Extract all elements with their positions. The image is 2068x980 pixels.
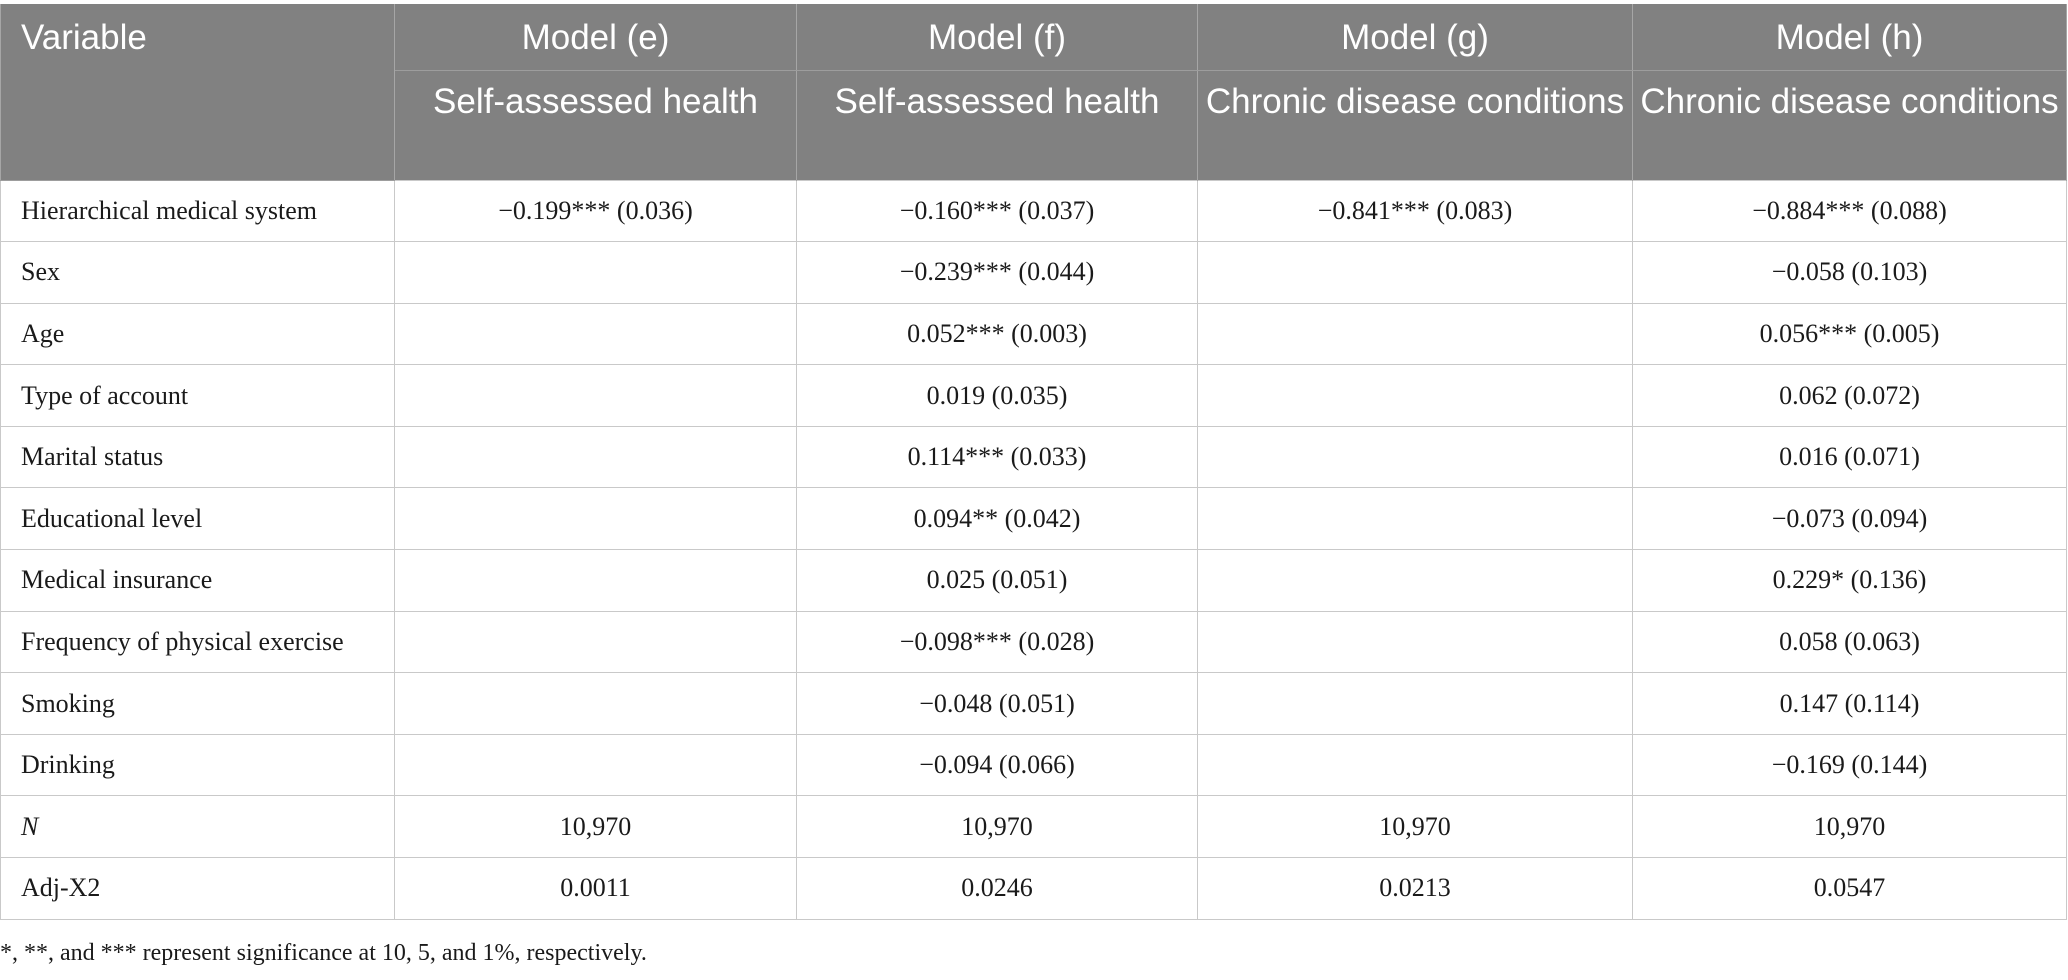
coefficient-cell: 0.025 (0.051) — [796, 549, 1198, 612]
coefficient-cell: −0.199*** (0.036) — [394, 179, 797, 243]
coefficient-cell: 0.016 (0.071) — [1632, 425, 2067, 489]
table-body: Hierarchical medical system −0.199*** (0.… — [0, 179, 2067, 920]
header-variable: Variable — [0, 4, 395, 181]
variable-name-cell: Age — [0, 302, 395, 366]
table-header: Variable Model (e) Model (f) Model (g) M… — [0, 4, 2067, 181]
coefficient-cell: 0.229* (0.136) — [1632, 549, 2067, 612]
variable-name-cell: Drinking — [0, 733, 395, 797]
coefficient-cell: 10,970 — [394, 795, 797, 859]
header-outcome-e: Self-assessed health — [394, 70, 797, 180]
header-model-h: Model (h) — [1632, 4, 2067, 71]
coefficient-cell: 0.114*** (0.033) — [796, 425, 1198, 489]
table-row: Smoking −0.048 (0.051) 0.147 (0.114) — [0, 672, 2067, 735]
coefficient-cell: −0.160*** (0.037) — [796, 179, 1198, 243]
coefficient-cell: −0.239*** (0.044) — [796, 241, 1198, 304]
coefficient-cell: 0.052*** (0.003) — [796, 302, 1198, 366]
coefficient-cell — [394, 610, 797, 674]
coefficient-cell — [1197, 610, 1633, 674]
table-row: Educational level 0.094** (0.042) −0.073 (… — [0, 487, 2067, 551]
coefficient-cell — [394, 425, 797, 489]
variable-name-cell: Hierarchical medical system — [0, 179, 395, 243]
table-row: Drinking −0.094 (0.066) −0.169 (0.144) — [0, 733, 2067, 797]
variable-name-cell: Marital status — [0, 425, 395, 489]
variable-name-cell: Smoking — [0, 672, 395, 735]
coefficient-cell: −0.169 (0.144) — [1632, 733, 2067, 797]
coefficient-cell: 0.0547 — [1632, 857, 2067, 920]
variable-name-cell: Educational level — [0, 487, 395, 551]
header-model-g: Model (g) — [1197, 4, 1633, 71]
table-row: Age 0.052*** (0.003) 0.056*** (0.005) — [0, 302, 2067, 366]
coefficient-cell — [1197, 425, 1633, 489]
coefficient-cell — [1197, 672, 1633, 735]
coefficient-cell — [1197, 733, 1633, 797]
table-row: N 10,970 10,970 10,970 10,970 — [0, 795, 2067, 859]
variable-name-cell: Sex — [0, 241, 395, 304]
coefficient-cell: 0.094** (0.042) — [796, 487, 1198, 551]
header-outcome-f: Self-assessed health — [796, 70, 1198, 180]
variable-name-cell: Type of account — [0, 364, 395, 427]
coefficient-cell: 10,970 — [796, 795, 1198, 859]
coefficient-cell: 0.0246 — [796, 857, 1198, 920]
coefficient-cell — [394, 487, 797, 551]
coefficient-cell: −0.884*** (0.088) — [1632, 179, 2067, 243]
table-row: Sex −0.239*** (0.044) −0.058 (0.103) — [0, 241, 2067, 304]
coefficient-cell: −0.098*** (0.028) — [796, 610, 1198, 674]
header-model-f: Model (f) — [796, 4, 1198, 71]
variable-name-cell: Adj-X2 — [0, 857, 395, 920]
coefficient-cell: 10,970 — [1632, 795, 2067, 859]
coefficient-cell: −0.048 (0.051) — [796, 672, 1198, 735]
coefficient-cell — [1197, 549, 1633, 612]
coefficient-cell: 10,970 — [1197, 795, 1633, 859]
table-row: Frequency of physical exercise −0.098*** … — [0, 610, 2067, 674]
table-row: Hierarchical medical system −0.199*** (0.… — [0, 179, 2067, 243]
coefficient-cell: 0.056*** (0.005) — [1632, 302, 2067, 366]
coefficient-cell — [1197, 302, 1633, 366]
coefficient-cell: −0.073 (0.094) — [1632, 487, 2067, 551]
coefficient-cell — [394, 302, 797, 366]
coefficient-cell: −0.058 (0.103) — [1632, 241, 2067, 304]
table-footnote: *, **, and *** represent significance at… — [0, 940, 647, 966]
coefficient-cell — [394, 549, 797, 612]
variable-name-cell: N — [0, 795, 395, 859]
regression-table: Variable Model (e) Model (f) Model (g) M… — [0, 4, 2067, 920]
coefficient-cell: 0.019 (0.035) — [796, 364, 1198, 427]
header-model-e: Model (e) — [394, 4, 797, 71]
table-row: Medical insurance 0.025 (0.051) 0.229* (0.… — [0, 549, 2067, 612]
coefficient-cell — [394, 364, 797, 427]
coefficient-cell — [1197, 487, 1633, 551]
header-row-models: Variable Model (e) Model (f) Model (g) M… — [0, 4, 2067, 181]
variable-name-cell: Medical insurance — [0, 549, 395, 612]
table-row: Adj-X2 0.0011 0.0246 0.0213 0.0547 — [0, 857, 2067, 920]
coefficient-cell: 0.0011 — [394, 857, 797, 920]
header-outcome-h: Chronic disease conditions — [1632, 70, 2067, 180]
coefficient-cell: −0.094 (0.066) — [796, 733, 1198, 797]
variable-name-cell: Frequency of physical exercise — [0, 610, 395, 674]
coefficient-cell — [394, 733, 797, 797]
table-row: Type of account 0.019 (0.035) 0.062 (0.072… — [0, 364, 2067, 427]
coefficient-cell: 0.058 (0.063) — [1632, 610, 2067, 674]
coefficient-cell — [394, 241, 797, 304]
coefficient-cell: 0.147 (0.114) — [1632, 672, 2067, 735]
coefficient-cell: 0.0213 — [1197, 857, 1633, 920]
table-row: Marital status 0.114*** (0.033) 0.016 (0.0… — [0, 425, 2067, 489]
coefficient-cell — [1197, 364, 1633, 427]
coefficient-cell: 0.062 (0.072) — [1632, 364, 2067, 427]
coefficient-cell — [1197, 241, 1633, 304]
header-row-outcomes: Self-assessed health Self-assessed healt… — [1, 70, 2067, 180]
regression-table-container: Variable Model (e) Model (f) Model (g) M… — [0, 4, 2067, 920]
coefficient-cell: −0.841*** (0.083) — [1197, 179, 1633, 243]
header-outcome-g: Chronic disease conditions — [1197, 70, 1633, 180]
coefficient-cell — [394, 672, 797, 735]
